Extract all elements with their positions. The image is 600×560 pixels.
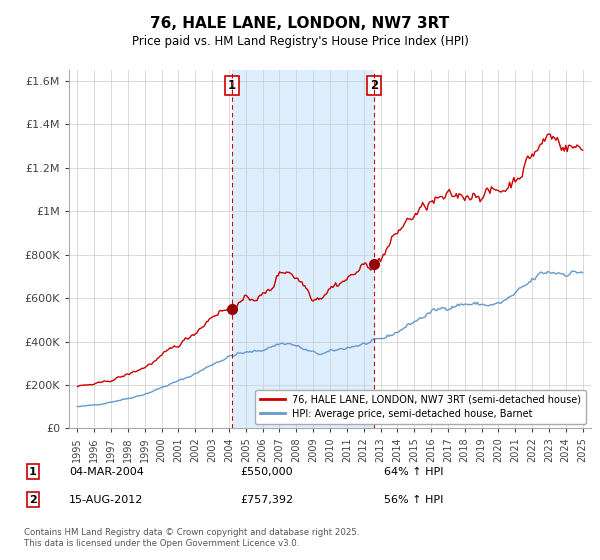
Text: 15-AUG-2012: 15-AUG-2012 bbox=[69, 494, 143, 505]
Text: 64% ↑ HPI: 64% ↑ HPI bbox=[384, 466, 443, 477]
Text: 2: 2 bbox=[370, 79, 378, 92]
Text: 1: 1 bbox=[29, 466, 37, 477]
Text: Price paid vs. HM Land Registry's House Price Index (HPI): Price paid vs. HM Land Registry's House … bbox=[131, 35, 469, 48]
Text: 04-MAR-2004: 04-MAR-2004 bbox=[69, 466, 144, 477]
Text: £757,392: £757,392 bbox=[240, 494, 293, 505]
Bar bbox=[232, 70, 374, 428]
Text: 1: 1 bbox=[228, 79, 236, 92]
Text: 76, HALE LANE, LONDON, NW7 3RT: 76, HALE LANE, LONDON, NW7 3RT bbox=[151, 16, 449, 31]
Legend: 76, HALE LANE, LONDON, NW7 3RT (semi-detached house), HPI: Average price, semi-d: 76, HALE LANE, LONDON, NW7 3RT (semi-det… bbox=[256, 390, 586, 423]
Text: 56% ↑ HPI: 56% ↑ HPI bbox=[384, 494, 443, 505]
Text: 2: 2 bbox=[29, 494, 37, 505]
Text: Contains HM Land Registry data © Crown copyright and database right 2025.
This d: Contains HM Land Registry data © Crown c… bbox=[24, 528, 359, 548]
Text: £550,000: £550,000 bbox=[240, 466, 293, 477]
